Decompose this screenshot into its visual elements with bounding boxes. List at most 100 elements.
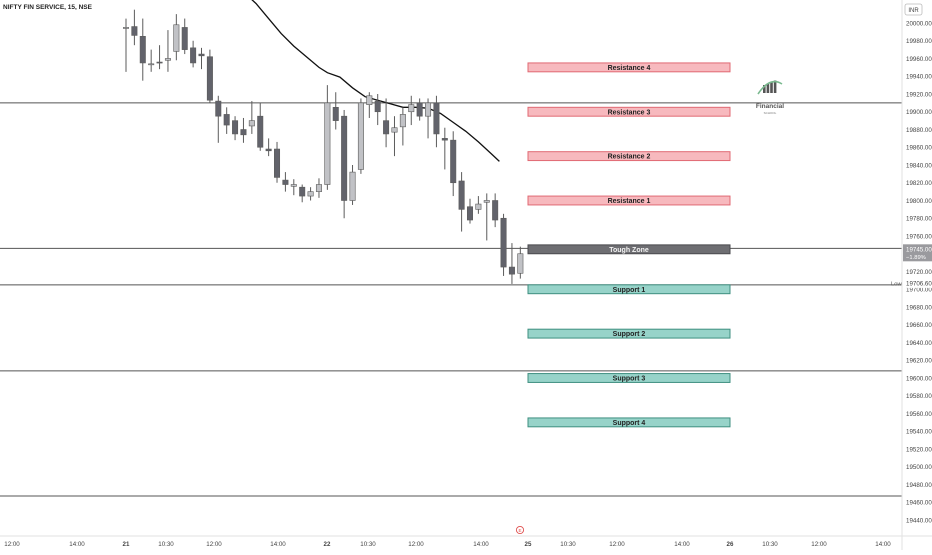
candle[interactable] <box>483 193 490 241</box>
candle[interactable] <box>500 213 507 276</box>
candle[interactable] <box>508 243 515 284</box>
symbol-label[interactable]: NIFTY FIN SERVICE, 15, NSE <box>3 4 93 11</box>
chart-header: NIFTY FIN SERVICE, 15, NSE <box>3 4 93 11</box>
candle-body <box>408 104 415 113</box>
candle[interactable] <box>240 117 247 143</box>
currency-button[interactable] <box>904 3 923 16</box>
candle[interactable] <box>357 98 364 174</box>
time-axis[interactable]: 12:00 14:00 21 10:30 12:00 14:00 22 10:30 12:00 1… <box>0 525 932 548</box>
candle[interactable] <box>215 95 222 143</box>
candle[interactable] <box>190 40 197 68</box>
candle[interactable] <box>232 116 239 141</box>
candle[interactable] <box>265 138 272 157</box>
moving-average-line[interactable] <box>244 0 500 162</box>
zone-resistance-2[interactable]: Resistance 2 <box>527 151 731 162</box>
zone-support-2[interactable]: Support 2 <box>527 328 731 339</box>
candle[interactable] <box>307 187 314 201</box>
time-tick-label: 12:00 <box>4 541 20 548</box>
candle-body <box>307 191 314 197</box>
candle-body <box>416 102 423 117</box>
logo-arrow <box>757 80 783 95</box>
candle[interactable] <box>366 92 373 118</box>
candle[interactable] <box>164 30 171 72</box>
candle[interactable] <box>466 198 473 224</box>
zone-support-3[interactable]: Support 3 <box>527 373 731 383</box>
candle[interactable] <box>416 98 423 121</box>
candle-body <box>173 24 180 52</box>
candle[interactable] <box>248 101 255 134</box>
candle[interactable] <box>408 95 415 126</box>
zone-resistance-3[interactable]: Resistance 3 <box>527 106 731 117</box>
zone-box <box>527 244 731 255</box>
zone-support-1[interactable]: Support 1 <box>527 284 731 295</box>
candle[interactable] <box>290 179 297 196</box>
candle[interactable] <box>332 92 339 130</box>
zone-label: Support 3 <box>613 376 646 383</box>
time-tick-label: 26 <box>727 541 734 548</box>
candle[interactable] <box>391 116 398 157</box>
price-tick-label: 19860.00 <box>906 145 932 152</box>
candle-body <box>332 107 339 121</box>
candle[interactable] <box>383 98 390 148</box>
candle[interactable] <box>123 18 130 72</box>
price-axis[interactable]: INR 20000.00 19980.00 19960.00 19940.00 19920… <box>891 0 932 550</box>
candle[interactable] <box>324 85 331 190</box>
price-tick-label: 19920.00 <box>906 91 932 98</box>
zone-resistance-4[interactable]: Resistance 4 <box>527 62 731 73</box>
candle[interactable] <box>198 47 205 70</box>
candle-body <box>315 184 322 192</box>
candle-body <box>433 102 440 135</box>
candle[interactable] <box>223 107 230 134</box>
earnings-event-icon[interactable]: E <box>515 525 525 535</box>
candle[interactable] <box>450 131 457 197</box>
price-tick-label: 19800.00 <box>906 198 932 205</box>
candle[interactable] <box>475 196 482 214</box>
price-tick-label: 19960.00 <box>906 56 932 63</box>
candle-body <box>223 114 230 126</box>
candle-body <box>232 120 239 135</box>
level-zones: Resistance 4 Resistance 3 Resistance 2 Resi… <box>527 62 731 428</box>
candle[interactable] <box>173 14 180 61</box>
candle-body <box>198 53 205 57</box>
candle[interactable] <box>425 98 432 139</box>
candle[interactable] <box>274 141 281 183</box>
candle-body <box>274 148 281 178</box>
candle[interactable] <box>181 18 188 55</box>
candle[interactable] <box>156 45 163 70</box>
candle[interactable] <box>441 127 448 170</box>
candle[interactable] <box>374 94 381 126</box>
candle-body <box>500 217 507 268</box>
candle[interactable] <box>257 102 264 151</box>
logo-bar <box>773 80 777 93</box>
zone-tough-zone[interactable]: Tough Zone <box>527 244 731 255</box>
current-price-value: 19745.00 <box>906 246 932 253</box>
candle-body <box>458 180 465 210</box>
candle[interactable] <box>315 178 322 198</box>
zone-support-4[interactable]: Support 4 <box>527 417 731 428</box>
candle[interactable] <box>131 9 138 46</box>
candle-body <box>508 266 515 275</box>
candle[interactable] <box>349 165 356 205</box>
candle[interactable] <box>399 107 406 146</box>
candle[interactable] <box>492 193 499 228</box>
candle[interactable] <box>341 109 348 219</box>
candle[interactable] <box>206 49 213 103</box>
candle[interactable] <box>148 49 155 72</box>
candle[interactable] <box>282 172 289 192</box>
candle[interactable] <box>299 184 306 203</box>
zone-box <box>527 417 731 428</box>
candle-body <box>190 47 197 64</box>
zone-resistance-1[interactable]: Resistance 1 <box>527 195 731 206</box>
price-tick-label: 19580.00 <box>906 393 932 400</box>
candle[interactable] <box>517 246 524 279</box>
candle[interactable] <box>139 18 146 81</box>
candle[interactable] <box>433 95 440 148</box>
candle-body <box>374 100 381 113</box>
time-tick-label: 10:30 <box>560 541 576 548</box>
candle-body <box>257 115 264 148</box>
candle[interactable] <box>458 172 465 232</box>
price-tick-label: 19680.00 <box>906 304 932 311</box>
